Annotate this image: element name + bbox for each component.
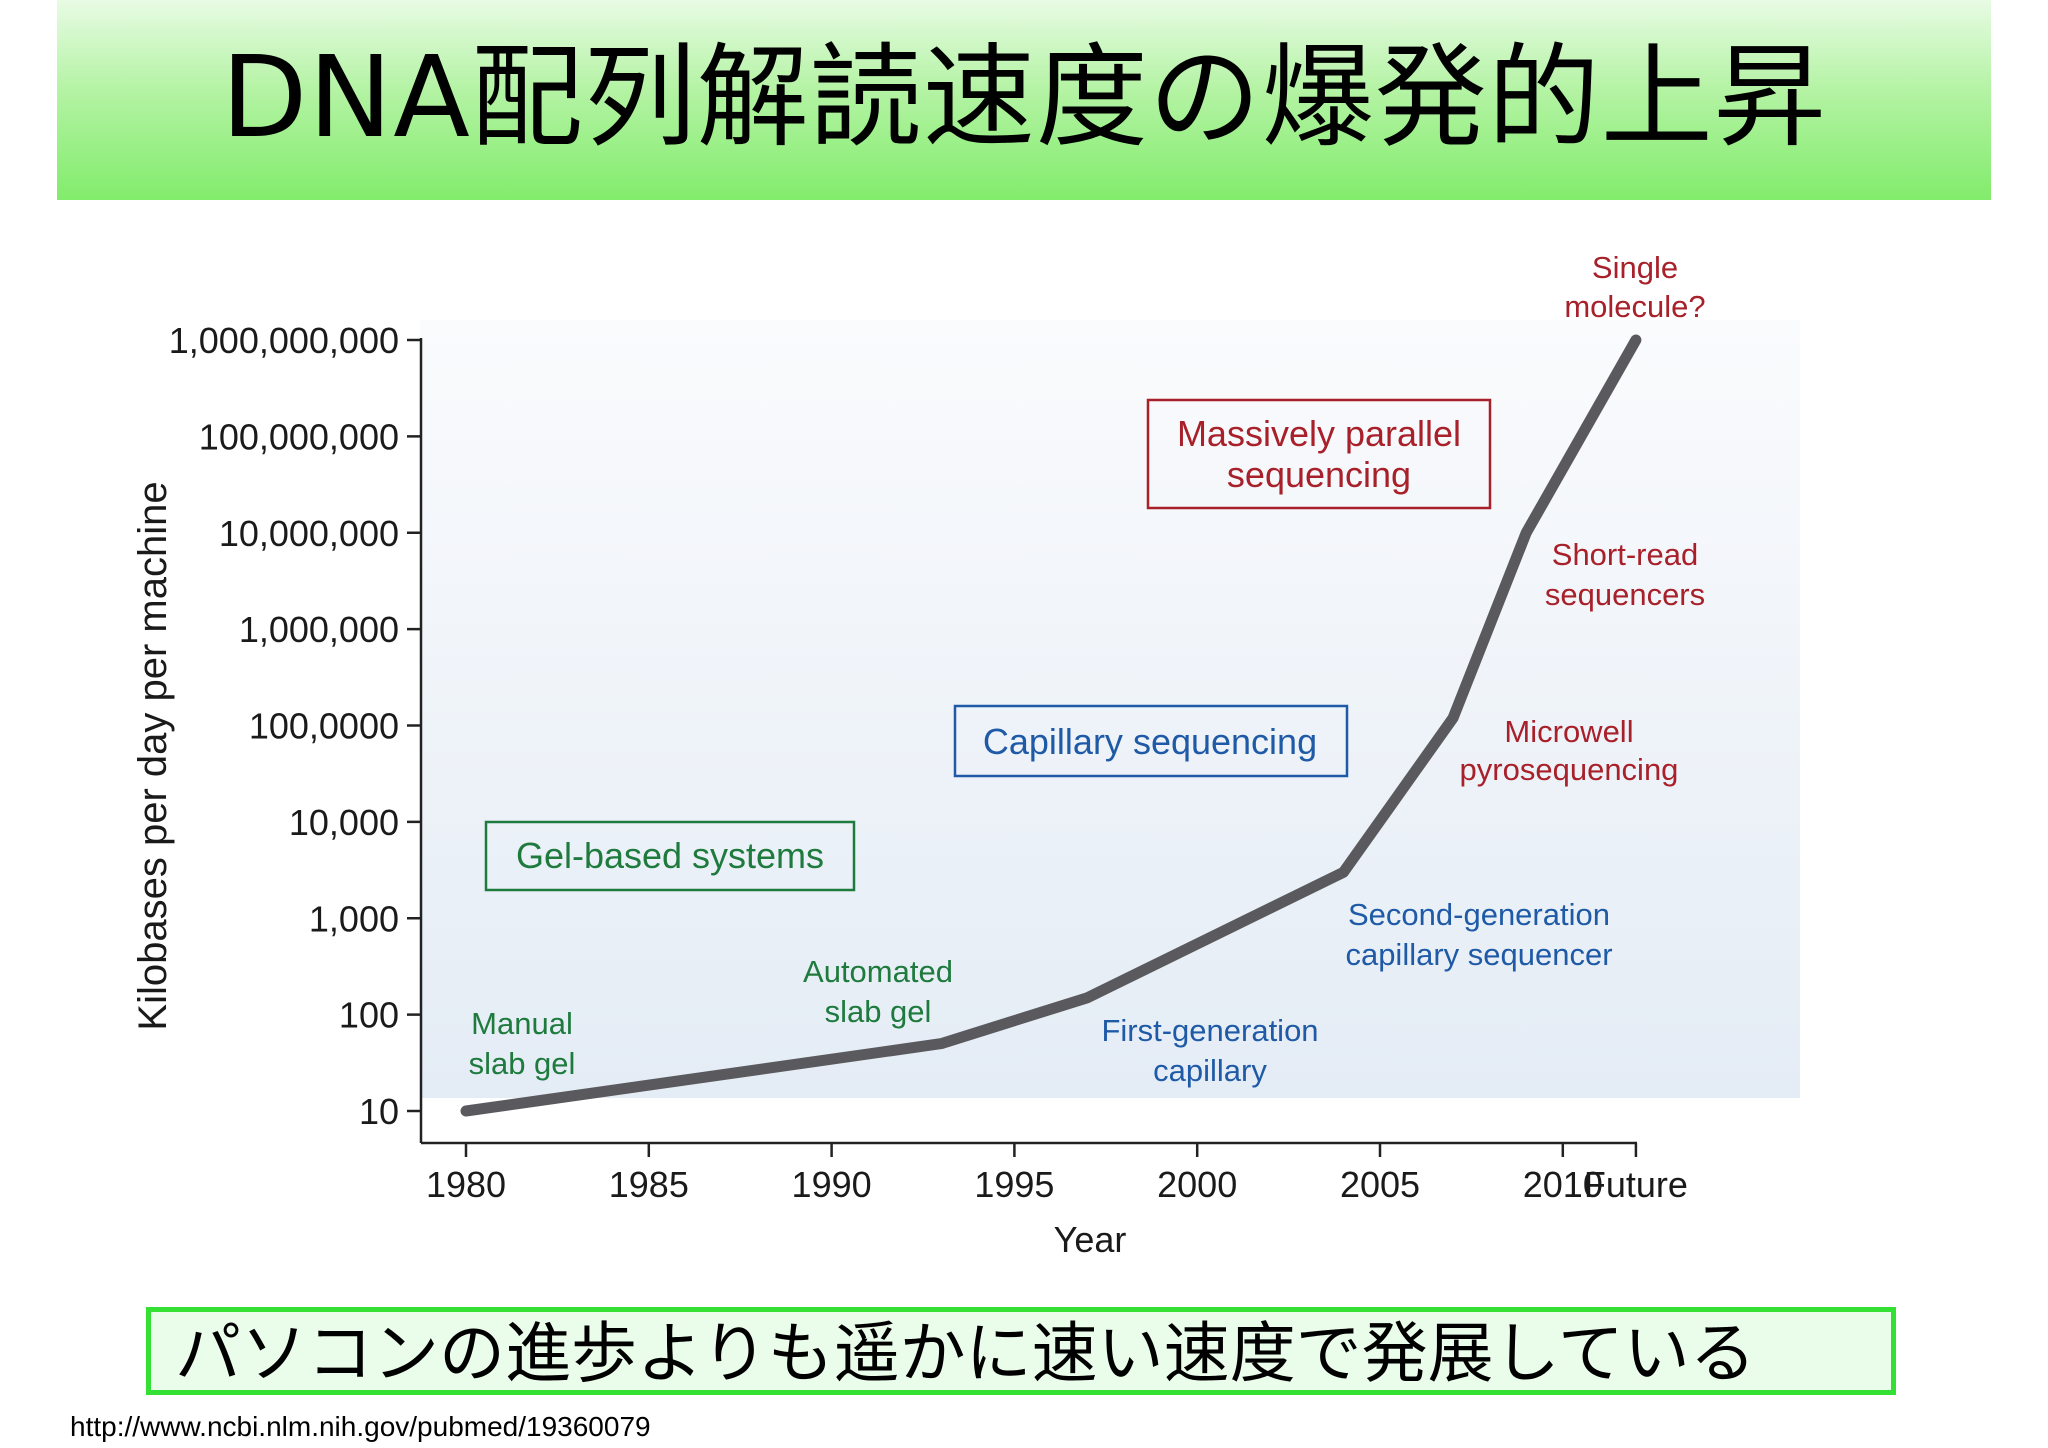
region-box bbox=[484, 820, 856, 892]
x-tick-label: 1985 bbox=[609, 1164, 689, 1205]
x-tick-label: 1980 bbox=[426, 1164, 506, 1205]
annotation-label: Manual bbox=[471, 1006, 573, 1041]
title-band: DNA配列解読速度の爆発的上昇 bbox=[57, 0, 1991, 200]
source-url: http://www.ncbi.nlm.nih.gov/pubmed/19360… bbox=[70, 1411, 651, 1442]
annotation-label: Second-generation bbox=[1348, 897, 1610, 932]
x-tick-label: 1990 bbox=[792, 1164, 872, 1205]
x-axis-label: Year bbox=[1054, 1219, 1127, 1260]
y-tick-label: 1,000,000,000 bbox=[169, 320, 399, 361]
annotation-label: capillary bbox=[1153, 1053, 1267, 1088]
annotation-label: Single bbox=[1592, 250, 1678, 285]
annotation-label: slab gel bbox=[825, 994, 932, 1029]
y-tick-label: 1,000 bbox=[309, 898, 399, 939]
annotation-label: sequencers bbox=[1545, 577, 1705, 612]
y-axis-label: Kilobases per day per machine bbox=[131, 481, 175, 1030]
x-tick-label: Future bbox=[1584, 1164, 1688, 1205]
annotation-label: capillary sequencer bbox=[1345, 937, 1612, 972]
y-tick-label: 100 bbox=[339, 995, 399, 1036]
annotation-label: slab gel bbox=[469, 1046, 576, 1081]
slide-title: DNA配列解読速度の爆発的上昇 bbox=[221, 33, 1827, 163]
y-tick-label: 100,000,000 bbox=[199, 416, 399, 457]
region-box bbox=[1146, 398, 1492, 510]
caption-box: パソコンの進歩よりも遥かに速い速度で発展している bbox=[146, 1307, 1896, 1395]
annotation-label: Short-read bbox=[1552, 537, 1698, 572]
y-tick-label: 100,0000 bbox=[249, 706, 399, 747]
chart: 1,000,000,000 100,000,000 10,000,000 1,000,… bbox=[60, 230, 2000, 1290]
region-label: Gel-based systems bbox=[516, 835, 824, 876]
x-tick-label: 2005 bbox=[1340, 1164, 1420, 1205]
region-label: Capillary sequencing bbox=[983, 721, 1317, 762]
y-tick-label: 10,000,000 bbox=[219, 513, 399, 554]
annotation-label: molecule? bbox=[1564, 289, 1705, 324]
annotation-label: pyrosequencing bbox=[1460, 752, 1679, 787]
y-tick-label: 10,000 bbox=[289, 802, 399, 843]
annotation-label: Microwell bbox=[1504, 714, 1633, 749]
region-box bbox=[953, 704, 1349, 778]
x-tick-label: 2010 bbox=[1523, 1164, 1603, 1205]
annotation-label: First-generation bbox=[1101, 1013, 1318, 1048]
series-line bbox=[460, 334, 1642, 1117]
y-tick-label: 1,000,000 bbox=[239, 609, 399, 650]
chart-svg: 1,000,000,000 100,000,000 10,000,000 1,000,… bbox=[131, 250, 1800, 1260]
region-label: sequencing bbox=[1227, 454, 1411, 495]
caption-text: パソコンの進歩よりも遥かに速い速度で発展している bbox=[175, 1315, 1756, 1392]
y-tick-label: 10 bbox=[359, 1091, 399, 1132]
x-tick-label: 2000 bbox=[1157, 1164, 1237, 1205]
x-tick-label: 1995 bbox=[974, 1164, 1054, 1205]
region-label: Massively parallel bbox=[1177, 413, 1461, 454]
annotation-label: Automated bbox=[803, 954, 953, 989]
